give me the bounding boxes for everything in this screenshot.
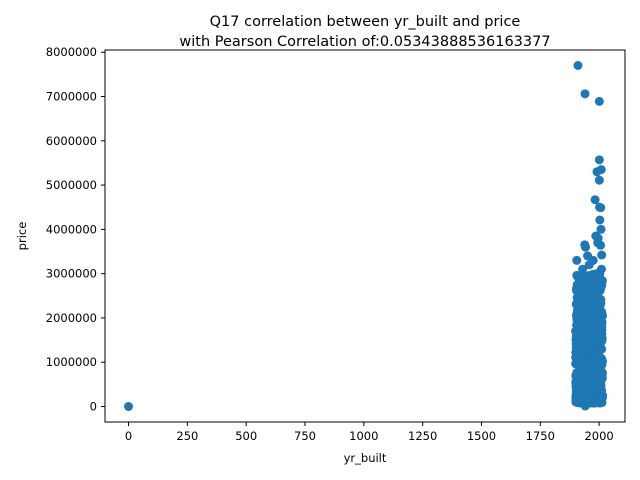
x-tick-label: 1750 (526, 429, 555, 443)
scatter-point (596, 298, 606, 308)
scatter-point (572, 255, 582, 265)
x-axis-label: yr_built (344, 451, 387, 465)
scatter-point (579, 312, 589, 322)
scatter-point (582, 381, 592, 391)
scatter-point (584, 323, 594, 333)
y-tick-label: 2000000 (46, 311, 97, 325)
scatter-point (591, 338, 601, 348)
x-tick-label: 750 (294, 429, 316, 443)
scatter-point (574, 339, 584, 349)
scatter-point (584, 344, 594, 354)
scatter-point (597, 344, 607, 354)
scatter-point (592, 167, 602, 177)
scatter-point (589, 351, 599, 361)
x-tick-label: 2000 (584, 429, 613, 443)
scatter-point (124, 402, 134, 411)
scatter-point (590, 398, 600, 408)
scatter-point (588, 255, 598, 265)
scatter-point (594, 368, 604, 378)
scatter-point (592, 313, 602, 323)
scatter-point (579, 279, 589, 289)
scatter-point (595, 215, 605, 225)
x-tick-label: 500 (235, 429, 257, 443)
chart-title: Q17 correlation between yr_built and pri… (210, 14, 521, 30)
y-tick-label: 8000000 (46, 45, 97, 59)
x-axis-ticks: 0 250 500 750 1000 1250 1500 1750 2000 (125, 422, 614, 443)
scatter-point (589, 330, 599, 340)
scatter-point (580, 242, 590, 252)
y-tick-label: 7000000 (46, 90, 97, 104)
scatter-point (580, 287, 590, 297)
scatter-point (574, 301, 584, 311)
y-tick-label: 1000000 (46, 355, 97, 369)
scatter-point (573, 286, 583, 296)
y-tick-label: 6000000 (46, 134, 97, 148)
scatter-point (593, 291, 603, 301)
scatter-point (596, 203, 606, 213)
y-tick-label: 4000000 (46, 222, 97, 236)
y-axis-label: price (15, 222, 29, 251)
scatter-point (585, 273, 595, 283)
scatter-point (572, 309, 582, 319)
scatter-point (578, 264, 588, 274)
scatter-point (594, 175, 604, 185)
y-tick-label: 5000000 (46, 178, 97, 192)
scatter-point (574, 349, 584, 359)
y-tick-label: 3000000 (46, 267, 97, 281)
scatter-point (585, 297, 595, 307)
scatter-point (573, 61, 583, 70)
y-tick-label: 0 (90, 400, 97, 414)
x-tick-label: 250 (176, 429, 198, 443)
y-axis-ticks: 0 1000000 2000000 3000000 4000000 5000000 6000… (46, 45, 105, 414)
scatter-point (596, 264, 606, 274)
scatter-point (597, 250, 607, 260)
scatter-point (571, 326, 581, 336)
plot-frame (104, 49, 626, 423)
scatter-point (572, 393, 582, 403)
x-tick-label: 1500 (467, 429, 496, 443)
scatter-point (584, 361, 594, 371)
scatter-point (582, 389, 592, 399)
x-tick-label: 1250 (408, 429, 437, 443)
scatter-point (596, 240, 606, 250)
scatter-point (596, 224, 606, 234)
scatter-point (580, 89, 590, 99)
scatter-point (597, 393, 607, 403)
data-points (124, 61, 608, 411)
scatter-point (590, 195, 600, 205)
scatter-point (594, 155, 604, 165)
scatter-point (572, 280, 582, 290)
scatter-point (590, 385, 600, 395)
chart-subtitle: with Pearson Correlation of:0.0534388853… (179, 34, 550, 50)
scatter-point (594, 96, 604, 106)
scatter-point (580, 401, 590, 411)
x-tick-label: 0 (125, 429, 132, 443)
scatter-point (591, 283, 601, 293)
x-tick-label: 1000 (349, 429, 378, 443)
